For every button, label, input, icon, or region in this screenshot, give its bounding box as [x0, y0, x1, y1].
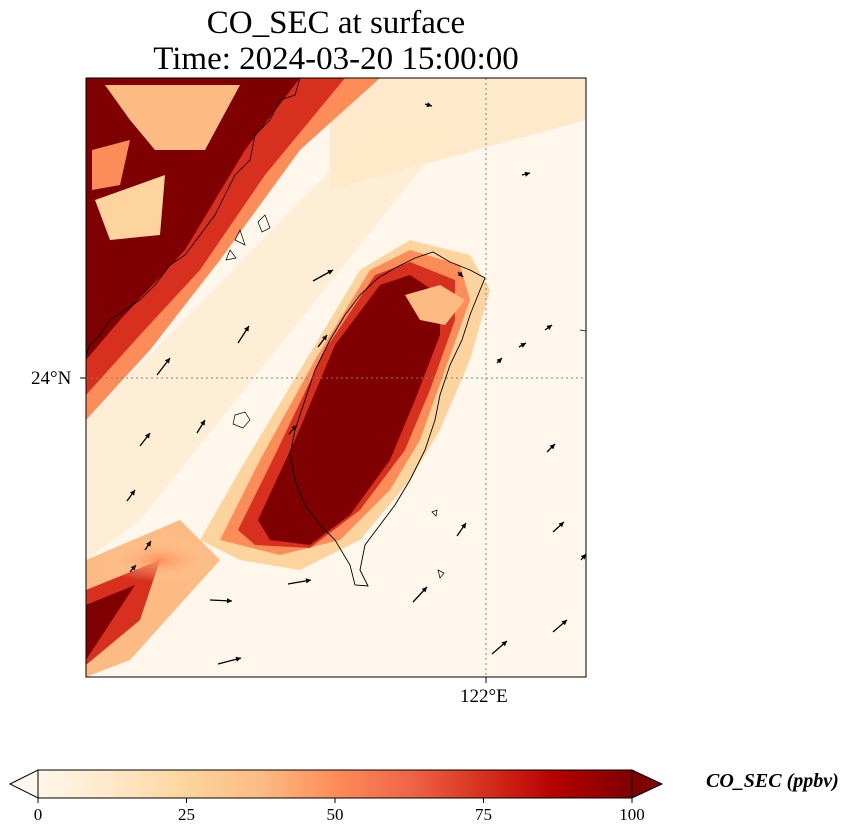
- wind-arrow-head: [520, 343, 526, 348]
- wind-arrow-head: [421, 587, 427, 593]
- wind-arrow-head: [524, 171, 530, 177]
- colorbar-tick-label: 25: [178, 805, 195, 824]
- wind-arrow-head: [244, 326, 249, 332]
- wind-arrow-head: [327, 270, 333, 275]
- wind-arrow-head: [144, 433, 150, 439]
- wind-arrow-head: [291, 425, 297, 431]
- wind-arrow-head: [496, 358, 502, 364]
- wind-vectors: [126, 102, 586, 665]
- lon-tick-label: 122°E: [460, 686, 508, 707]
- colorbar-tick-label: 75: [475, 805, 492, 824]
- patch-light-1: [105, 85, 240, 150]
- coastline-islands-nw: [225, 214, 271, 261]
- colorbar-bar: [37, 769, 633, 799]
- wind-arrow-head: [561, 620, 567, 626]
- lat-tick-label: 24°N: [31, 368, 72, 389]
- plume-sw-mid: [86, 560, 160, 665]
- wind-arrow-head: [164, 358, 170, 364]
- wind-arrow-head: [461, 523, 466, 529]
- wind-arrow-head: [129, 490, 135, 496]
- colorbar-extend-max: [631, 769, 664, 799]
- patch-sw-glow: [100, 538, 220, 582]
- wind-arrow-head: [130, 565, 136, 571]
- patch-light-2: [95, 175, 165, 240]
- colorbar-extend-min: [8, 769, 39, 799]
- plume-mainland-core: [86, 78, 300, 360]
- wind-arrow-head: [501, 641, 507, 647]
- map-time-label: Time: 2024-03-20 15:00:00: [153, 41, 519, 77]
- wind-arrow-head: [321, 335, 327, 341]
- colorbar-tick-label: 0: [33, 805, 43, 824]
- plume-taiwan-core: [258, 275, 440, 545]
- coastline-mainland: [86, 78, 301, 356]
- wind-arrow-head: [146, 541, 151, 547]
- wind-arrow-head: [546, 325, 552, 331]
- coastline-taiwan: [289, 251, 486, 587]
- wind-arrow-head: [549, 444, 555, 450]
- wind-arrow-head: [235, 656, 241, 662]
- wind-arrow-head: [558, 522, 564, 528]
- patch-taiwan-east: [405, 285, 465, 325]
- coastline-small-islands: [431, 329, 586, 579]
- patch-light-3: [92, 140, 130, 190]
- plume-sw-core: [86, 585, 135, 660]
- wind-arrow-head: [426, 102, 432, 108]
- wind-arrow-head: [457, 271, 463, 277]
- coastline-penghu: [232, 411, 251, 429]
- wind-arrow-head: [226, 598, 232, 604]
- map-title: CO_SEC at surface: [206, 5, 466, 41]
- haze-band-central: [86, 120, 460, 560]
- wind-arrow-head: [580, 554, 586, 560]
- colorbar-tick-label: 50: [326, 805, 344, 824]
- colorbar-tick-label: 100: [619, 805, 645, 824]
- wind-arrow-head: [200, 420, 205, 426]
- wind-arrow-head: [305, 578, 311, 584]
- map-panel: [80, 77, 587, 683]
- colorbar-title: CO_SEC (ppbv): [706, 770, 839, 792]
- colorbar: [8, 769, 664, 803]
